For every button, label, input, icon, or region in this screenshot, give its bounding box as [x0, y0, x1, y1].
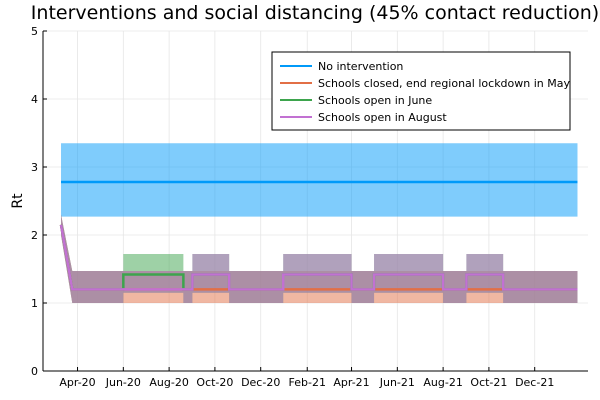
- x-tick-label-8: Aug-21: [423, 376, 462, 389]
- legend: No intervention Schools closed, end regio…: [271, 51, 571, 131]
- y-tick-label-2: 2: [31, 229, 38, 242]
- y-tick-label-5: 5: [31, 25, 38, 38]
- y-ticks: 0 1 2 3 4 5: [31, 25, 47, 378]
- x-tick-label-0: Apr-20: [59, 376, 95, 389]
- x-tick-label-5: Feb-21: [289, 376, 326, 389]
- x-tick-label-3: Oct-20: [196, 376, 233, 389]
- legend-label-2: Schools open in June: [318, 94, 432, 107]
- band-series-0: [61, 143, 578, 217]
- x-tick-label-10: Dec-21: [515, 376, 554, 389]
- x-tick-label-6: Apr-21: [333, 376, 369, 389]
- confidence-bands: [61, 143, 578, 303]
- chart-title: Interventions and social distancing (45%…: [31, 2, 599, 24]
- legend-box: [271, 51, 571, 131]
- y-tick-label-3: 3: [31, 161, 38, 174]
- x-tick-label-7: Jun-21: [379, 376, 415, 389]
- legend-label-0: No intervention: [318, 60, 403, 73]
- x-tick-label-1: Jun-20: [105, 376, 141, 389]
- y-tick-label-4: 4: [31, 93, 38, 106]
- legend-label-3: Schools open in August: [318, 111, 447, 124]
- x-tick-label-9: Oct-21: [470, 376, 507, 389]
- x-tick-label-4: Dec-20: [241, 376, 280, 389]
- band-series-3: [61, 214, 578, 303]
- x-tick-label-2: Aug-20: [149, 376, 188, 389]
- y-axis-label: Rt: [10, 193, 26, 209]
- axes: [42, 31, 588, 372]
- legend-label-1: Schools closed, end regional lockdown in…: [318, 77, 570, 90]
- y-tick-label-1: 1: [31, 297, 38, 310]
- line-series-3: [59, 224, 578, 291]
- series-lines: [59, 180, 578, 291]
- y-tick-label-0: 0: [31, 365, 38, 378]
- x-ticks: Apr-20 Jun-20 Aug-20 Oct-20 Dec-20 Feb-21 Apr-…: [59, 367, 554, 389]
